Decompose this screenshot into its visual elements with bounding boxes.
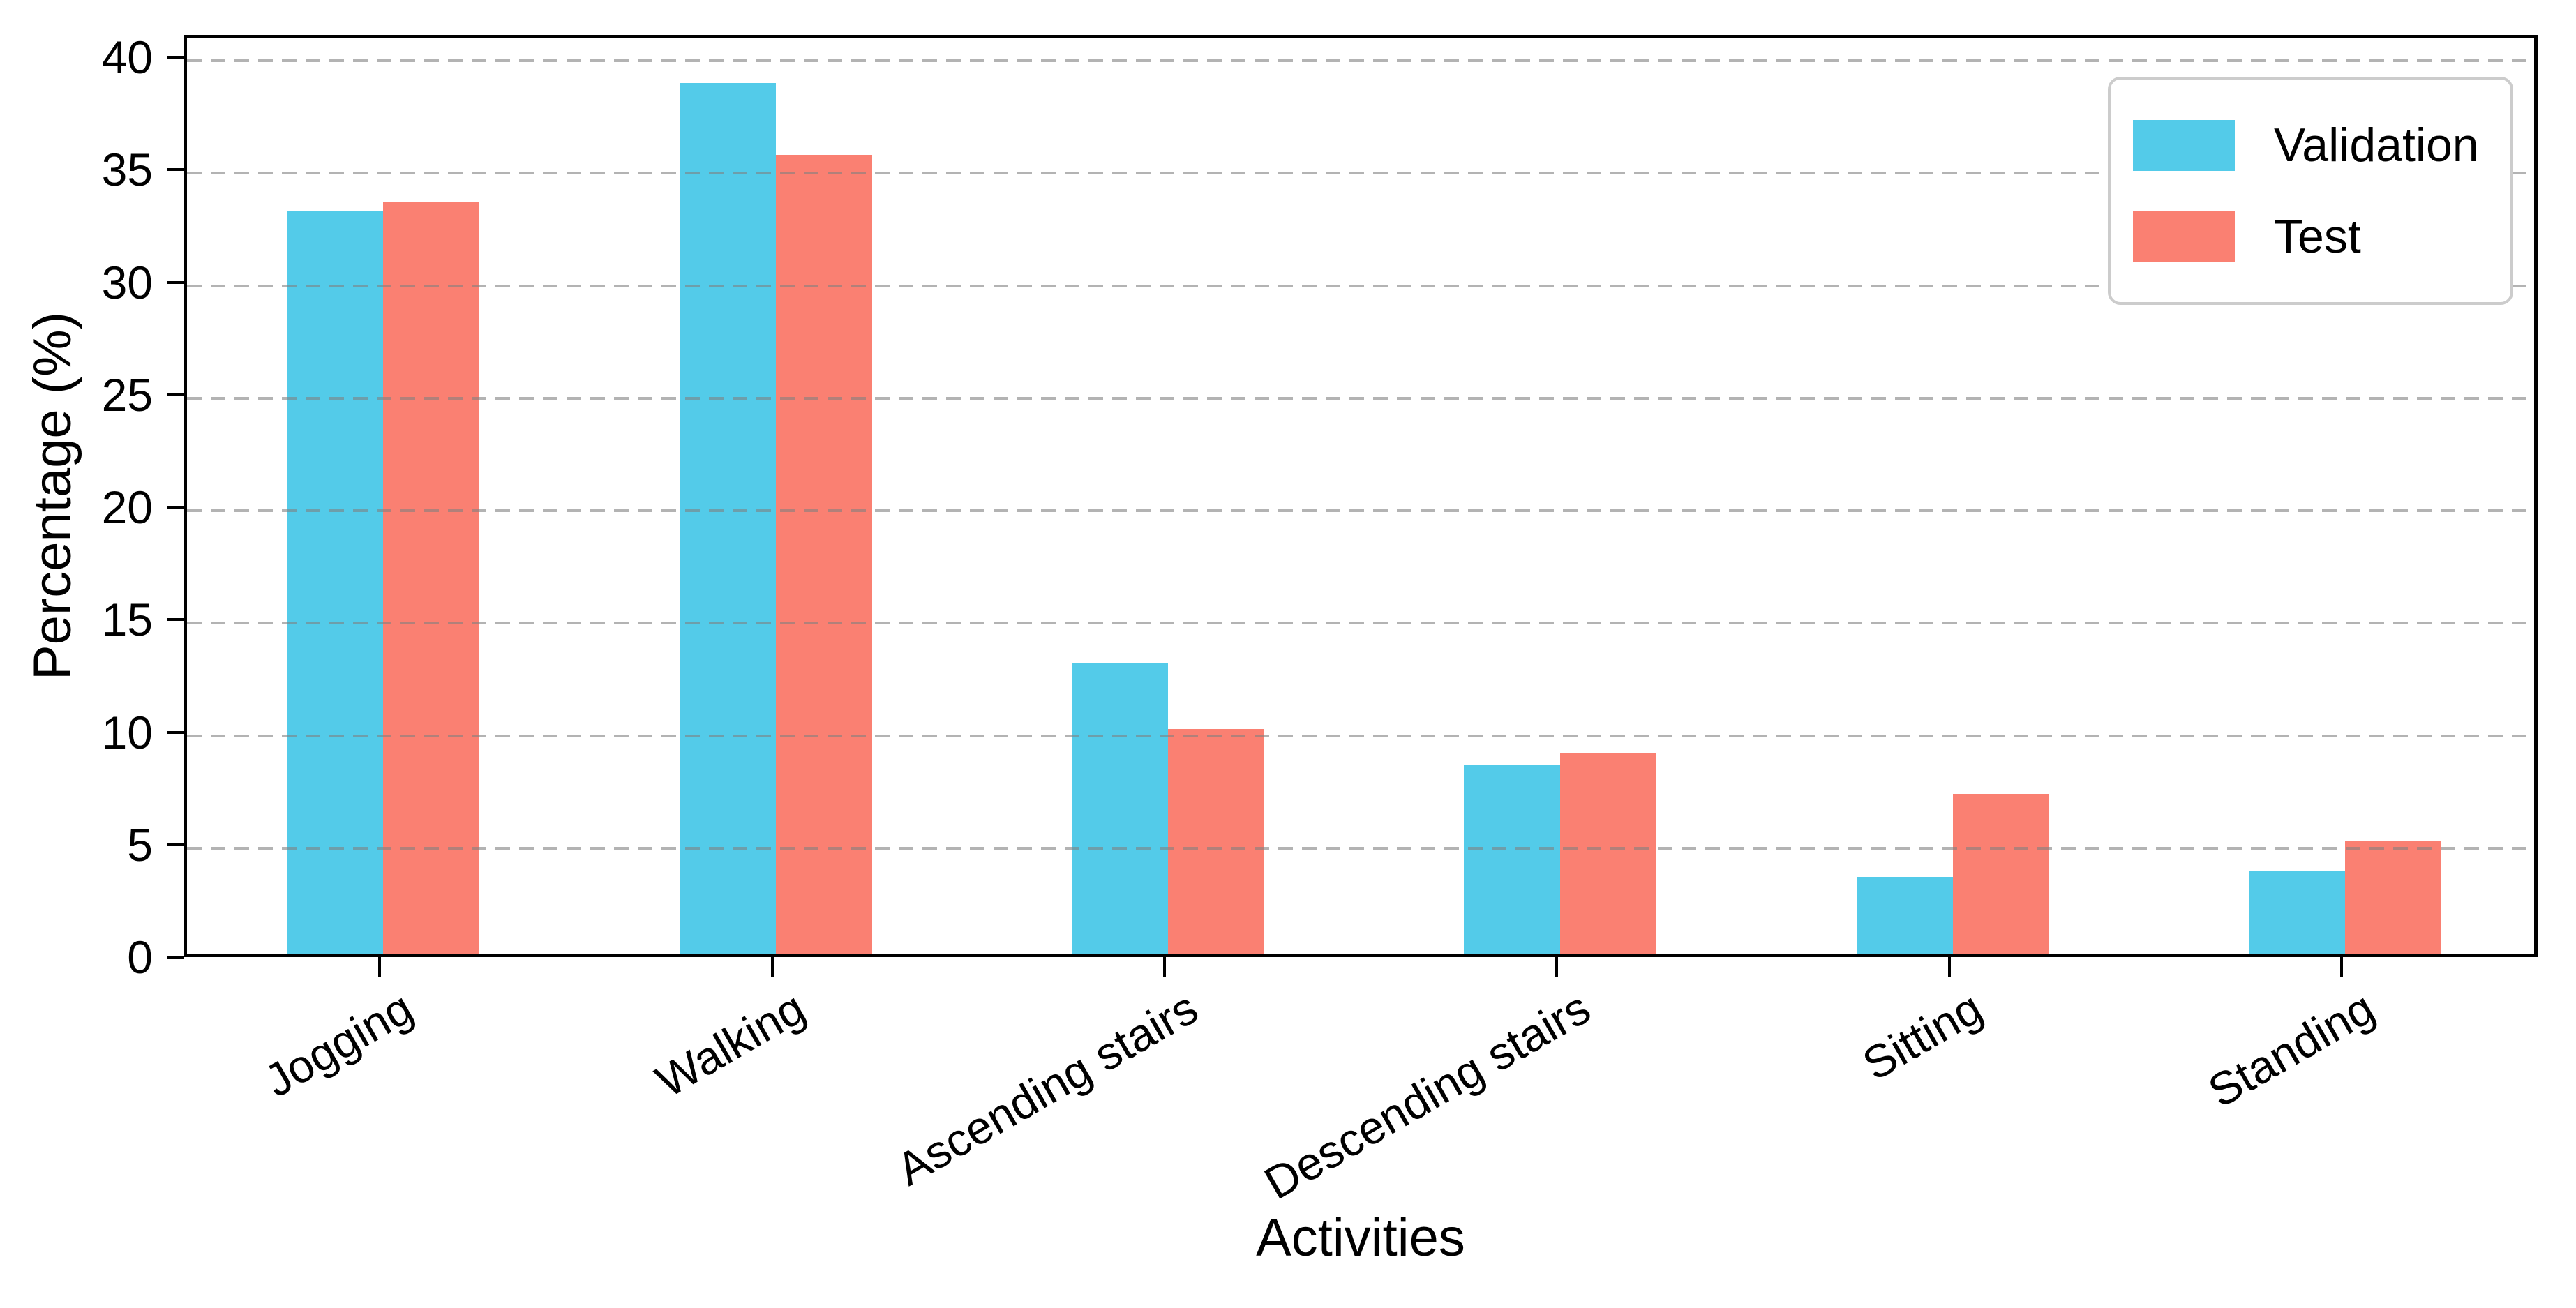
x-tick-label-4: Sitting	[1854, 981, 1991, 1090]
gridline-25	[187, 396, 2534, 400]
y-tick-label-35: 35	[101, 144, 153, 196]
y-tick-mark-30	[167, 280, 184, 284]
y-tick-label-15: 15	[101, 594, 153, 646]
bar-validation-ascending-stairs	[1071, 663, 1168, 954]
bar-validation-standing	[2248, 870, 2345, 954]
bar-test-ascending-stairs	[1167, 728, 1264, 954]
bar-validation-sitting	[1856, 877, 1953, 954]
y-tick-label-40: 40	[101, 31, 153, 84]
legend-item-test: Test	[2133, 211, 2510, 262]
gridline-35	[187, 172, 2534, 175]
gridline-30	[187, 284, 2534, 287]
gridline-20	[187, 509, 2534, 513]
y-tick-mark-5	[167, 843, 184, 846]
bar-validation-descending-stairs	[1464, 765, 1561, 954]
x-tick-label-0: Jogging	[255, 981, 421, 1107]
bar-test-jogging	[383, 202, 480, 954]
gridline-10	[187, 734, 2534, 737]
bar-validation-jogging	[287, 211, 384, 954]
x-tick-mark-4	[1947, 957, 1951, 977]
x-tick-label-3: Descending stairs	[1255, 981, 1598, 1210]
x-tick-mark-1	[770, 957, 774, 977]
x-axis-label: Activities	[1256, 1208, 1465, 1268]
y-tick-mark-20	[167, 506, 184, 509]
bars-layer	[187, 38, 2534, 954]
y-tick-mark-25	[167, 393, 184, 396]
y-tick-mark-40	[167, 56, 184, 59]
gridline-15	[187, 622, 2534, 625]
bar-test-sitting	[1952, 794, 2049, 954]
y-tick-mark-10	[167, 730, 184, 734]
legend-item-validation: Validation	[2133, 119, 2510, 172]
y-tick-mark-35	[167, 168, 184, 172]
y-tick-mark-15	[167, 618, 184, 622]
bar-validation-walking	[679, 83, 776, 954]
y-tick-label-5: 5	[127, 818, 153, 871]
legend-label-validation: Validation	[2274, 119, 2479, 172]
legend: Validation Test	[2108, 77, 2513, 305]
x-tick-mark-2	[1162, 957, 1166, 977]
y-tick-label-30: 30	[101, 256, 153, 308]
y-tick-mark-0	[167, 956, 184, 959]
x-tick-mark-5	[2339, 957, 2343, 977]
legend-label-test: Test	[2274, 210, 2361, 263]
x-tick-label-1: Walking	[647, 981, 814, 1108]
y-tick-label-10: 10	[101, 706, 153, 758]
bar-test-standing	[2344, 841, 2441, 954]
gridline-40	[187, 59, 2534, 63]
test-swatch	[2133, 211, 2235, 262]
gridlines-layer	[187, 38, 2534, 954]
x-tick-mark-3	[1555, 957, 1559, 977]
x-tick-mark-0	[378, 957, 382, 977]
bar-test-descending-stairs	[1560, 753, 1657, 954]
x-tick-label-2: Ascending stairs	[887, 981, 1206, 1196]
gridline-5	[187, 846, 2534, 850]
y-tick-label-20: 20	[101, 481, 153, 534]
y-tick-label-0: 0	[127, 931, 153, 983]
validation-swatch	[2133, 119, 2235, 171]
bar-test-walking	[775, 155, 872, 954]
y-axis-label: Percentage (%)	[23, 311, 82, 681]
x-tick-label-5: Standing	[2199, 981, 2383, 1118]
y-tick-label-25: 25	[101, 368, 153, 421]
